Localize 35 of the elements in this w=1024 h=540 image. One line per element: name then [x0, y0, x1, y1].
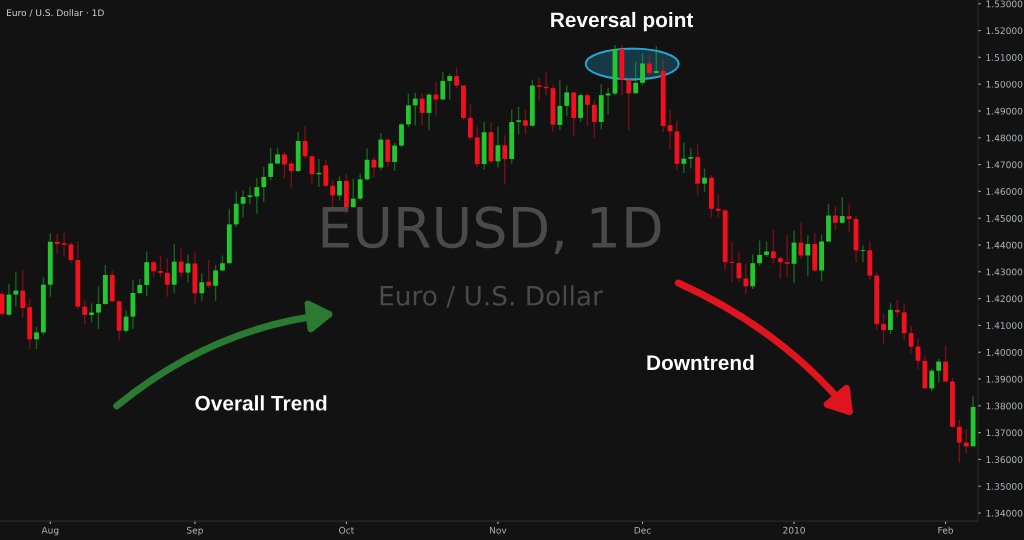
text: Euro / U.S. Dollar · 1D: [7, 9, 104, 17]
candlestick: [860, 244, 866, 263]
x-tick-label: 2010: [783, 526, 805, 534]
candlestick: [247, 186, 253, 206]
annotation: Reversal point: [551, 11, 694, 32]
y-tick-label: 1.37000: [986, 429, 1023, 437]
y-tick-label: 1.48000: [986, 134, 1023, 142]
x-tick-label: Nov: [489, 526, 507, 534]
x-tick-label: Sep: [186, 526, 203, 536]
y-tick-label: 1.42000: [986, 295, 1023, 303]
y-tick-label: 1.41000: [986, 322, 1023, 329]
y-tick-label: 1.39000: [986, 375, 1023, 383]
y-tick-label: 1.50000: [986, 80, 1023, 88]
y-tick-label: 1.40000: [986, 348, 1023, 356]
annotation: Downtrend: [647, 354, 754, 371]
y-tick-label: 1.49000: [986, 107, 1023, 115]
x-tick-label: Dec: [634, 526, 651, 534]
y-tick-label: 1.45000: [986, 214, 1023, 222]
y-tick-label: 1.38000: [986, 402, 1023, 410]
y-tick-label: 1.35000: [986, 482, 1023, 490]
y-tick-label: 1.47000: [986, 161, 1023, 169]
annotation: Overall Trend: [195, 395, 327, 411]
y-tick-label: 1.51000: [986, 54, 1023, 61]
y-tick-label: 1.36000: [986, 456, 1023, 464]
x-tick-label: Aug: [41, 526, 59, 536]
y-tick-label: 1.44000: [986, 241, 1023, 249]
y-tick-label: 1.52000: [986, 27, 1023, 35]
y-tick-label: 1.46000: [986, 188, 1023, 195]
annotation: EURUSD, 1D: [322, 206, 661, 254]
annotation: Euro / U.S. Dollar: [380, 285, 603, 308]
x-tick-label: Feb: [938, 526, 954, 534]
y-tick-label: 1.43000: [986, 268, 1023, 276]
y-tick-label: 1.53000: [986, 0, 1023, 8]
x-tick-label: Oct: [339, 526, 354, 534]
y-tick-label: 1.34000: [986, 509, 1023, 517]
